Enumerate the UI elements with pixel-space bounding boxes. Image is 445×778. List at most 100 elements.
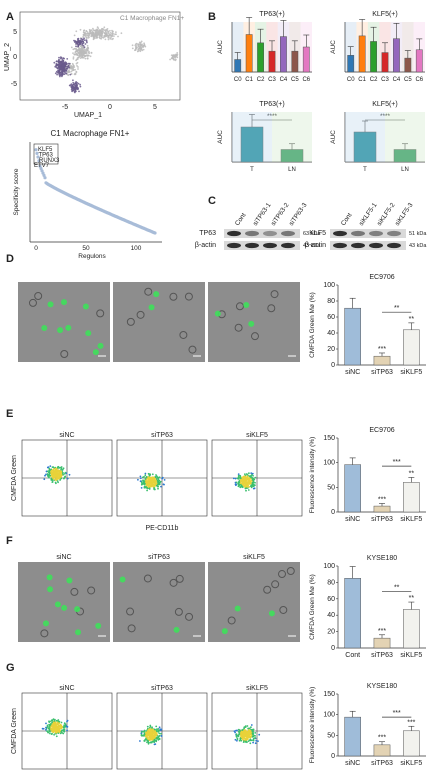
umap-point bbox=[173, 58, 175, 61]
flow-event bbox=[140, 487, 143, 489]
umap-point bbox=[65, 61, 67, 64]
flow-event bbox=[240, 736, 243, 738]
umap-point bbox=[176, 56, 179, 59]
flow-event bbox=[155, 484, 158, 487]
umap-ytick: 0 bbox=[13, 54, 17, 61]
flow-event bbox=[51, 719, 53, 722]
flow-event bbox=[234, 738, 237, 741]
umap-title: C1 Macrophage FN1+ bbox=[120, 15, 184, 22]
chart-G: KYSE180 0 50 100 150 Fluorescence intensity (… bbox=[309, 683, 426, 767]
micro-green-cell bbox=[173, 626, 180, 633]
micro-green-cell bbox=[248, 320, 255, 327]
flow-event bbox=[234, 477, 237, 480]
chart-sig-label: *** bbox=[393, 710, 401, 717]
micro-green-cell bbox=[65, 324, 72, 331]
flow-event bbox=[247, 736, 250, 739]
umap-point bbox=[139, 50, 142, 53]
flow-event bbox=[51, 481, 54, 483]
umap-point bbox=[70, 65, 73, 68]
flow-event bbox=[45, 473, 47, 476]
flow-event bbox=[51, 730, 53, 733]
umap-point bbox=[143, 44, 146, 47]
chart-bar bbox=[415, 49, 423, 73]
chart-bar bbox=[373, 505, 391, 513]
flow-event bbox=[46, 474, 49, 477]
chart-xtick-label: C6 bbox=[302, 77, 310, 83]
flow-event bbox=[49, 732, 51, 735]
flow-event bbox=[45, 722, 47, 725]
flow-event bbox=[51, 721, 53, 724]
umap-xtick: -5 bbox=[62, 104, 68, 111]
flow-event bbox=[154, 488, 156, 491]
flow-event bbox=[243, 477, 246, 479]
umap-point bbox=[78, 90, 80, 93]
umap-point bbox=[83, 29, 85, 32]
flow-event bbox=[48, 467, 51, 470]
umap-point bbox=[137, 50, 140, 52]
panel-label-B: B bbox=[208, 11, 216, 23]
flow-event bbox=[58, 727, 60, 730]
umap-point bbox=[71, 62, 74, 65]
umap-point bbox=[63, 57, 65, 60]
umap-point bbox=[83, 39, 86, 42]
chart-bg-band bbox=[232, 112, 272, 162]
flow-event bbox=[151, 728, 154, 731]
umap-point bbox=[100, 34, 103, 37]
flow-event bbox=[157, 487, 159, 490]
flow-event bbox=[246, 484, 249, 487]
flow-event bbox=[56, 474, 58, 477]
spec-gene-label: ETV7 bbox=[34, 163, 50, 169]
umap-point bbox=[59, 75, 61, 78]
flow-event bbox=[155, 475, 158, 477]
flow-event bbox=[157, 728, 160, 730]
umap-point bbox=[80, 50, 82, 53]
umap-point bbox=[84, 35, 87, 37]
flow-event bbox=[250, 724, 253, 726]
micro-cell bbox=[267, 304, 276, 313]
umap-point bbox=[78, 51, 80, 54]
umap-point bbox=[92, 35, 94, 38]
chart-star-label: *** bbox=[407, 719, 415, 726]
flow-event bbox=[246, 481, 249, 484]
umap-point bbox=[65, 72, 67, 75]
chart-bg-band bbox=[402, 22, 414, 72]
chart-xtick-label: T bbox=[363, 167, 367, 173]
flow-event bbox=[140, 731, 143, 733]
umap-point bbox=[73, 34, 76, 37]
chart-ytick-label: 0 bbox=[331, 645, 335, 652]
micro-shade bbox=[208, 282, 300, 362]
flow-event bbox=[237, 485, 240, 488]
western-blot-strip bbox=[224, 241, 300, 250]
umap-point bbox=[63, 67, 66, 70]
umap-point bbox=[98, 36, 101, 39]
western-band bbox=[263, 230, 277, 237]
umap-point bbox=[107, 36, 109, 39]
chart-ytick-label: 50 bbox=[327, 732, 335, 739]
umap-point bbox=[77, 56, 80, 59]
flow-event bbox=[158, 734, 161, 737]
umap-point bbox=[142, 45, 145, 48]
umap-point bbox=[106, 28, 109, 30]
umap-point bbox=[96, 34, 99, 37]
umap-point bbox=[72, 81, 75, 84]
chart-xtick-label: siKLF5 bbox=[400, 516, 422, 523]
umap-point bbox=[106, 29, 108, 32]
chart-xtick-label: C3 bbox=[381, 77, 389, 83]
chart-ytick-label: 100 bbox=[323, 460, 335, 467]
umap-point bbox=[68, 62, 71, 65]
flow-title: siKLF5 bbox=[246, 432, 268, 439]
flow-event bbox=[159, 728, 162, 731]
umap-point bbox=[63, 62, 65, 64]
micro-cell bbox=[169, 292, 178, 301]
chart-bar bbox=[347, 55, 355, 73]
F-image-2: siKLF5 bbox=[208, 554, 300, 642]
flow-event bbox=[152, 481, 155, 483]
umap-point bbox=[90, 52, 93, 54]
flow-event bbox=[45, 728, 47, 731]
chart-xtick-label: C3 bbox=[268, 77, 276, 83]
flow-event bbox=[248, 479, 251, 481]
micro-cell bbox=[144, 287, 153, 296]
G-flow-2: siKLF5 bbox=[211, 685, 303, 770]
umap-point bbox=[77, 48, 80, 51]
flow-title: siKLF5 bbox=[246, 685, 268, 692]
